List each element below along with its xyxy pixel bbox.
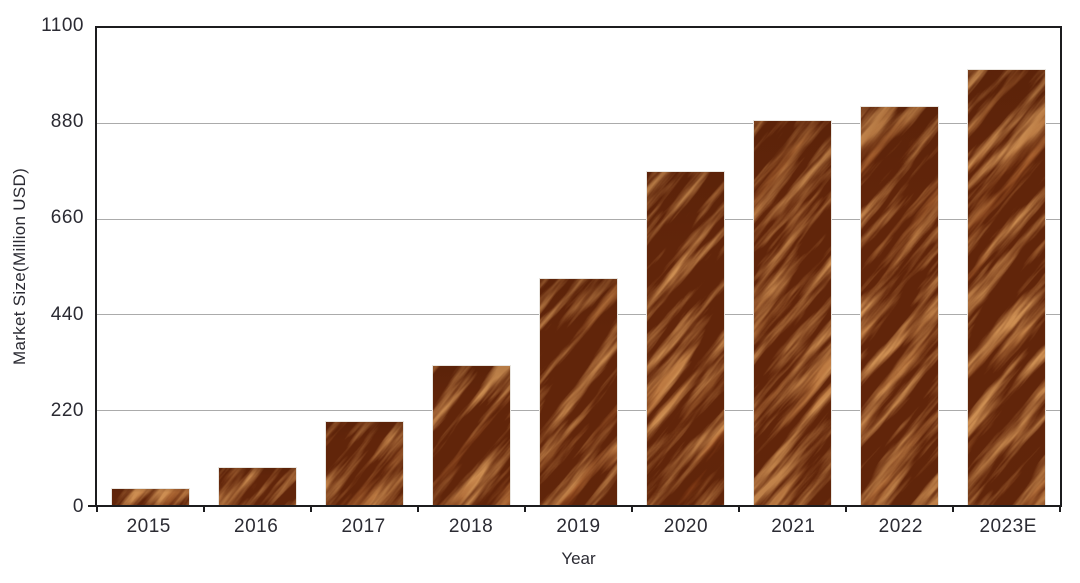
gridline bbox=[97, 123, 1060, 125]
x-axis-tick bbox=[1059, 507, 1061, 512]
bar-2016 bbox=[218, 466, 297, 506]
x-tick-label: 2021 bbox=[771, 516, 816, 537]
bar-2019 bbox=[539, 278, 618, 505]
bar-2017 bbox=[325, 421, 404, 505]
bar-2023E bbox=[967, 69, 1046, 505]
x-axis-labels: 2015 2016 2017 2018 2019 2020 2021 2022 2023E bbox=[95, 516, 1062, 538]
x-axis-tick bbox=[737, 507, 740, 512]
bar-2015 bbox=[111, 487, 190, 506]
gridline bbox=[97, 218, 1060, 220]
x-axis-tick bbox=[631, 507, 633, 512]
bar-column bbox=[525, 28, 632, 505]
x-axis-tick bbox=[523, 507, 526, 512]
y-tick-label: 1100 bbox=[41, 15, 84, 36]
x-tick-label: 2017 bbox=[341, 516, 386, 537]
y-tick-label: 220 bbox=[50, 399, 84, 421]
bar-column bbox=[846, 28, 953, 505]
x-tick-label: 2019 bbox=[556, 516, 601, 537]
x-axis-tick bbox=[416, 507, 419, 512]
bar-column bbox=[739, 28, 846, 506]
x-axis-ticks bbox=[88, 28, 1061, 512]
y-tick-label: 0 bbox=[72, 496, 84, 517]
x-axis-title: Year bbox=[561, 549, 596, 568]
y-tick-label: 660 bbox=[50, 207, 84, 229]
y-tick-label: 880 bbox=[50, 111, 84, 133]
bars bbox=[97, 28, 1060, 506]
x-tick-label: 2015 bbox=[126, 516, 171, 537]
x-axis-tick bbox=[309, 507, 312, 512]
bar-2022 bbox=[860, 106, 939, 505]
x-tick-label: 2016 bbox=[234, 516, 279, 537]
bar-column bbox=[953, 28, 1060, 505]
bar-column bbox=[311, 28, 418, 505]
bar-column bbox=[97, 28, 204, 506]
x-tick-label: 2020 bbox=[663, 516, 709, 537]
bar-2020 bbox=[646, 171, 725, 505]
x-axis-tick bbox=[845, 507, 847, 512]
x-tick-label: 2022 bbox=[878, 516, 923, 537]
y-axis-tick-labels: 0 220 440 660 880 1100 bbox=[0, 15, 84, 517]
y-tick-label: 440 bbox=[50, 303, 84, 325]
bar-column bbox=[418, 28, 525, 505]
plot-area bbox=[88, 26, 1062, 512]
bar-2021 bbox=[753, 119, 832, 506]
x-tick-label: 2023E bbox=[979, 516, 1037, 537]
x-axis-tick bbox=[951, 507, 954, 512]
x-axis-tick bbox=[96, 507, 98, 512]
bar-2018 bbox=[432, 365, 511, 505]
bar-column bbox=[632, 28, 739, 505]
x-axis-tick bbox=[202, 507, 205, 512]
bar-column bbox=[204, 28, 311, 506]
origin-tick bbox=[88, 505, 97, 507]
x-tick-label: 2018 bbox=[448, 516, 494, 537]
